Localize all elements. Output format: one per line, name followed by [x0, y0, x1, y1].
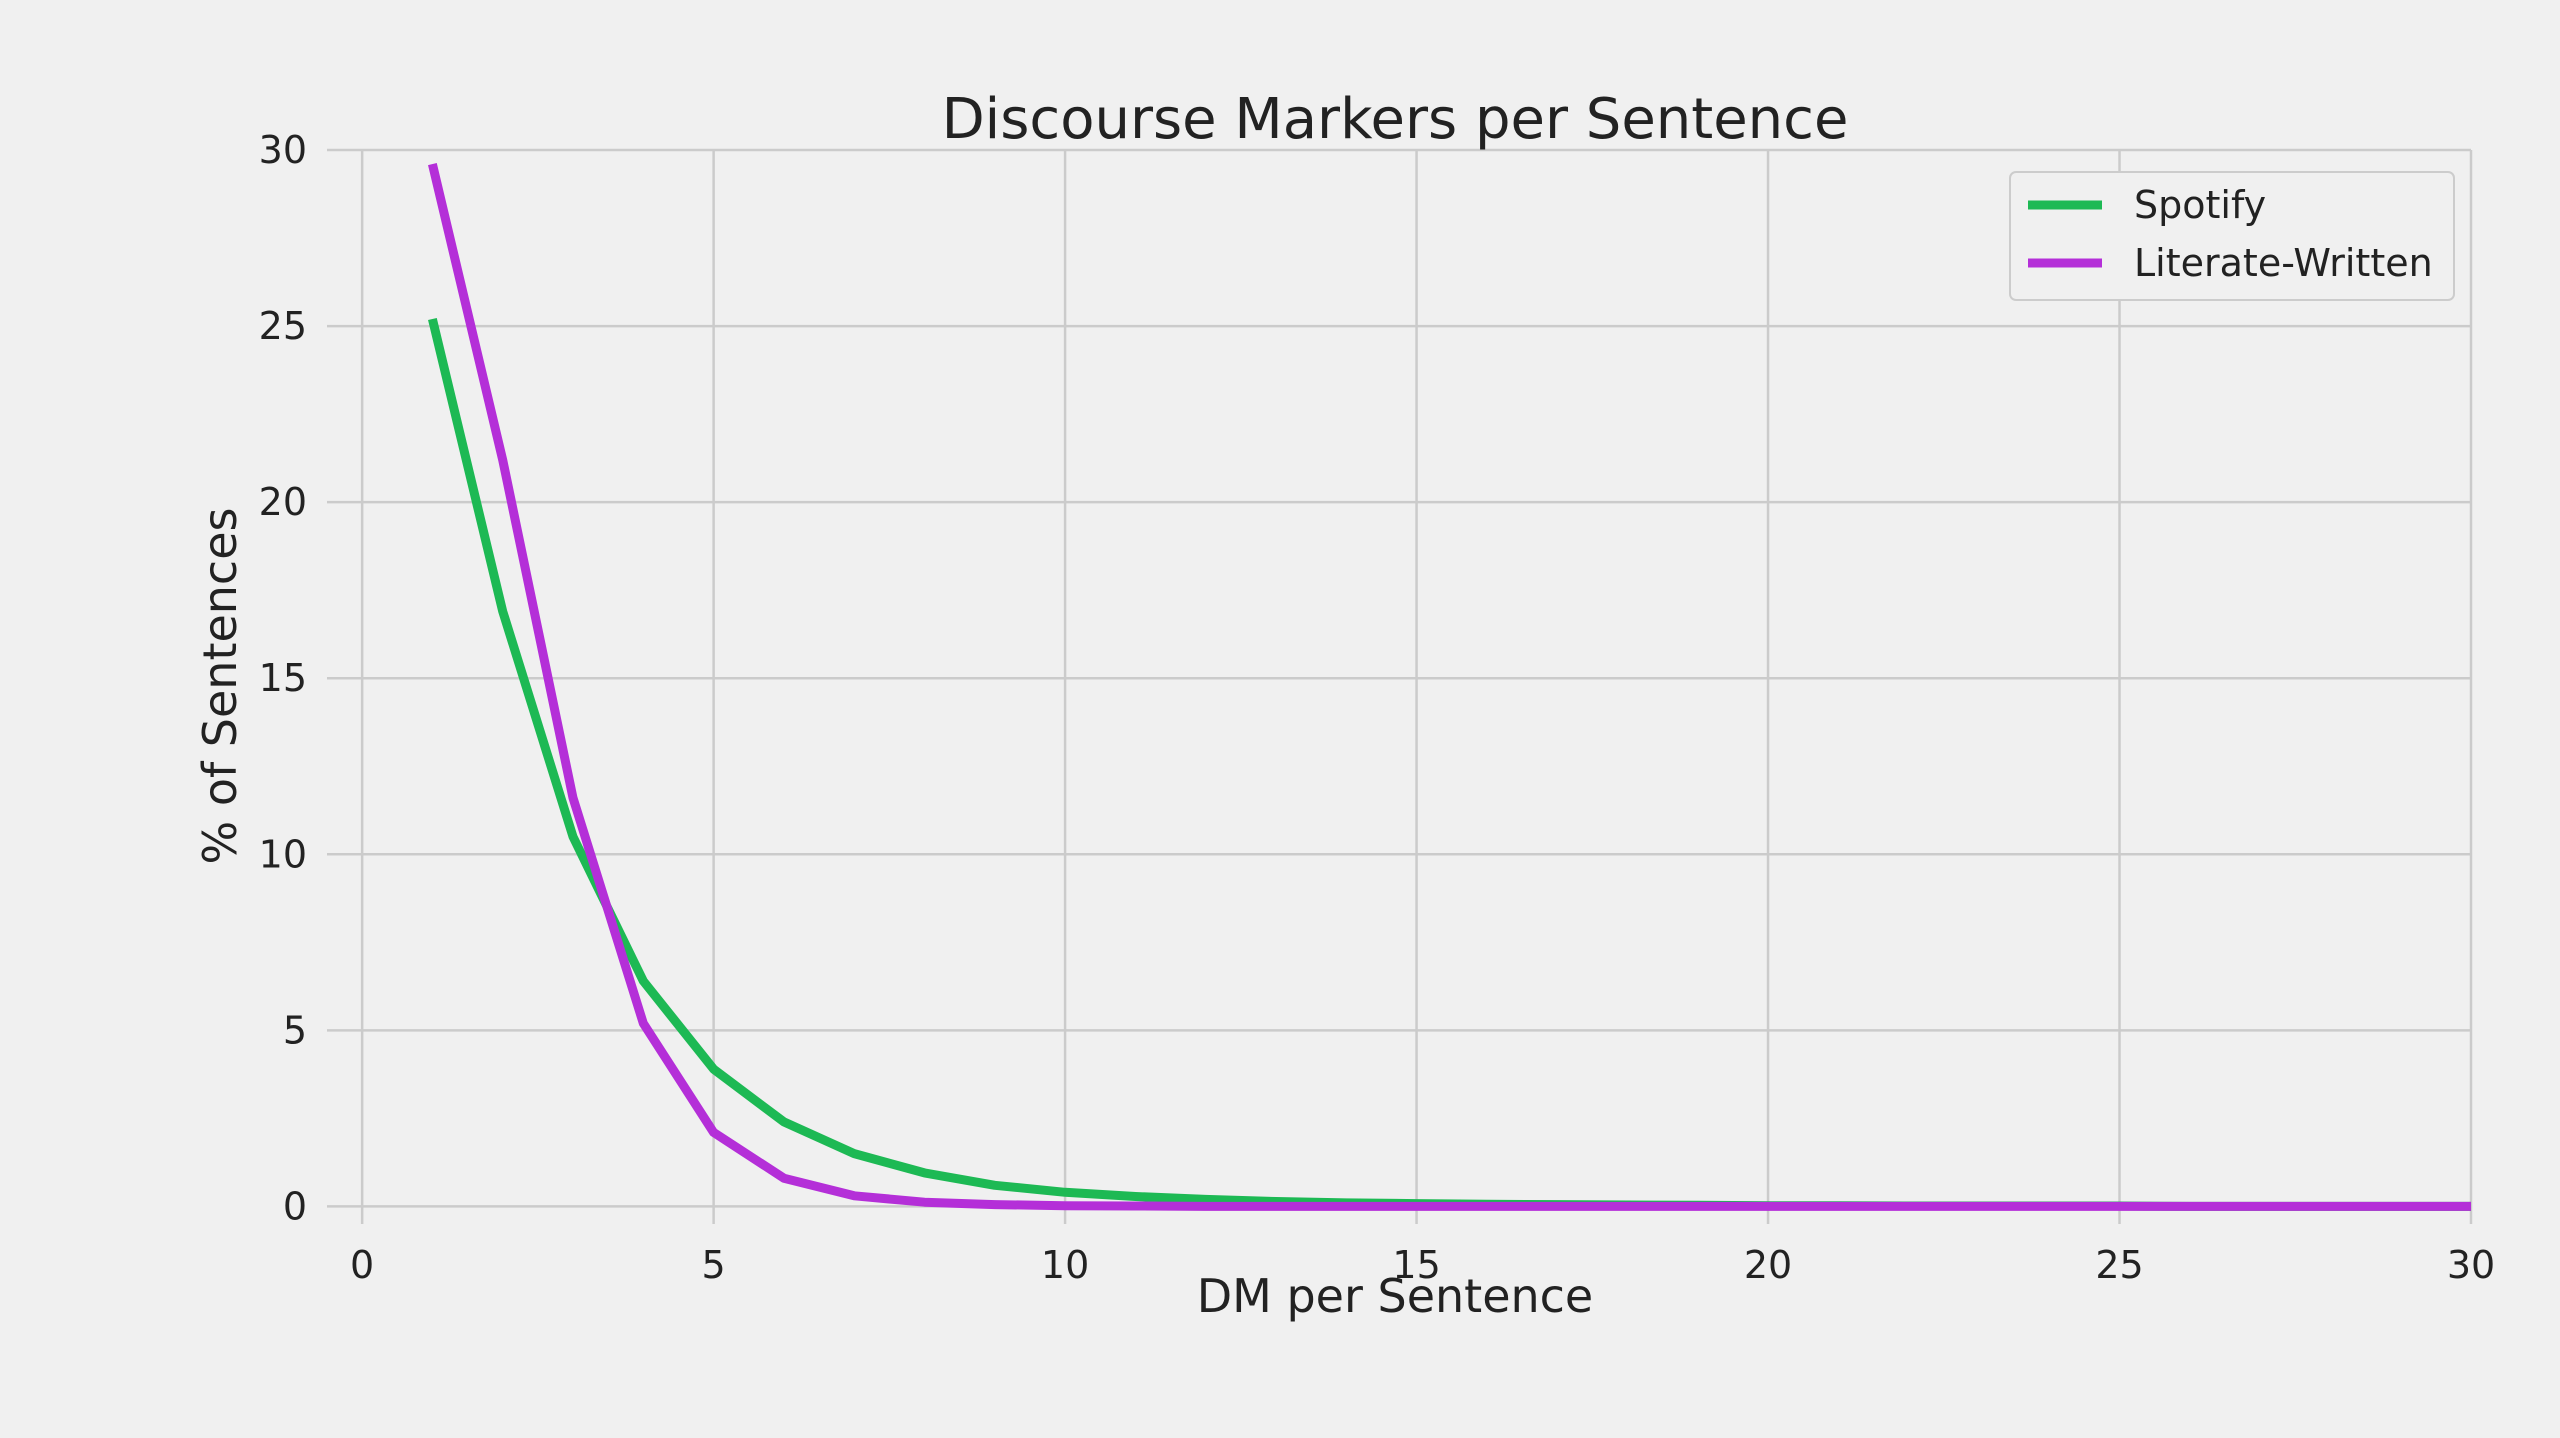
- legend: Spotify Literate-Written: [2009, 171, 2455, 301]
- y-tick-label: 5: [283, 1008, 307, 1052]
- legend-label-literate-written: Literate-Written: [2134, 241, 2433, 285]
- y-tick-label: 20: [259, 480, 307, 524]
- y-axis-label: % of Sentences: [193, 508, 247, 865]
- x-tick-label: 5: [702, 1243, 726, 1287]
- x-tick-label: 0: [350, 1243, 374, 1287]
- x-tick-label: 30: [2447, 1243, 2495, 1287]
- chart-title: Discourse Markers per Sentence: [942, 87, 1849, 152]
- series-lines: [428, 163, 2471, 1211]
- legend-label-spotify: Spotify: [2134, 183, 2266, 227]
- legend-box: [2009, 171, 2455, 301]
- y-tick-label: 15: [259, 656, 307, 700]
- y-tick-label: 10: [259, 832, 307, 876]
- x-tick-label: 25: [2095, 1243, 2143, 1287]
- x-tick-label: 15: [1392, 1243, 1440, 1287]
- y-tick-label: 0: [283, 1184, 307, 1228]
- tick-labels: 0 5 10 15 20 25 30 0 5 10 15 20 25 30: [259, 128, 2496, 1287]
- x-axis-label: DM per Sentence: [1197, 1269, 1594, 1323]
- series-line-literate-written: [428, 163, 2471, 1211]
- x-tick-label: 20: [1744, 1243, 1792, 1287]
- y-tick-label: 30: [259, 128, 307, 172]
- x-tick-label: 10: [1041, 1243, 1089, 1287]
- series-line-spotify: [428, 317, 2471, 1211]
- y-tick-label: 25: [259, 304, 307, 348]
- grid: [327, 148, 2473, 1224]
